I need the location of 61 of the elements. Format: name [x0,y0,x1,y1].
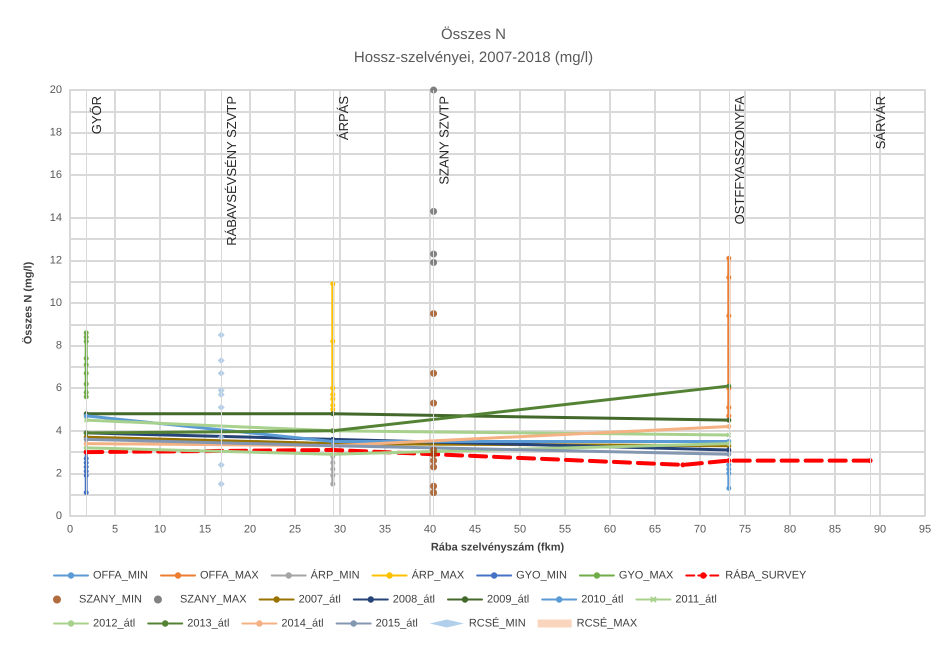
legend-label: 2009_átl [486,594,530,606]
legend-label: 2011_átl [675,594,717,606]
x-tick-label: 15 [198,524,212,536]
ref-line-label: GYŐR [89,96,104,134]
legend-label: OFFA_MIN [93,570,148,582]
y-tick-label: 12 [50,254,62,266]
x-tick-label: 60 [604,524,616,536]
x-tick-label: 70 [694,524,706,536]
x-tick-label: 90 [874,524,886,536]
legend-label: 2013_átl [187,618,230,630]
legend-label: GYO_MAX [618,570,674,582]
legend-label: 2008_átl [392,594,436,606]
x-tick-label: 65 [648,524,662,536]
legend-label: 2015_átl [376,618,418,630]
x-tick-label: 75 [738,524,752,536]
legend-label: 2012_átl [93,618,136,630]
y-tick-label: 14 [50,212,62,224]
legend-label: RCSÉ_MIN [468,616,526,630]
legend-label: 2010_átl [581,594,624,606]
ref-line-label: ÁRPÁS [336,96,351,140]
x-tick-label: 5 [112,524,118,536]
chart-title: Összes N [440,26,506,43]
x-tick-label: 80 [784,524,796,536]
legend-label: SZANY_MAX [180,594,248,606]
x-tick-label: 55 [558,524,572,536]
x-tick-label: 25 [288,524,302,536]
legend-label: 2014_átl [281,618,324,630]
x-tick-label: 45 [468,524,482,536]
x-tick-label: 35 [378,524,392,536]
y-tick-label: 0 [56,510,62,522]
x-tick-label: 30 [334,524,346,536]
x-axis-title: Rába szelvényszám (fkm) [430,542,564,554]
y-tick-label: 16 [50,169,62,182]
y-tick-label: 18 [50,126,62,139]
x-tick-label: 50 [514,524,526,536]
x-tick-label: 20 [244,524,256,536]
legend-label: RCSÉ_MAX [576,616,638,630]
legend-label: ÁRP_MIN [310,568,360,582]
y-axis-title: Összes N (mg/l) [22,261,34,344]
x-tick-label: 10 [154,524,166,536]
x-tick-label: 0 [66,524,74,536]
ref-line-label: SÁRVÁR [873,96,888,150]
chart-subtitle: Hossz-szelvényei, 2007-2018 (mg/l) [354,49,594,66]
x-tick-label: 85 [828,524,842,536]
x-tick-label: 95 [918,524,932,536]
x-tick-label: 40 [424,524,436,536]
legend-label: OFFA_MAX [200,570,260,582]
legend-label: 2007_átl [298,594,341,606]
y-tick-label: 8 [56,340,62,352]
y-tick-label: 4 [56,424,62,437]
legend-label: SZANY_MIN [79,594,142,606]
legend-label: ÁRP_MAX [412,568,465,582]
y-tick-label: 10 [50,297,62,309]
legend-label: GYO_MIN [516,570,567,582]
ref-line-label: OSTFFYASSZONYFA [732,96,747,224]
y-tick-label: 6 [56,382,62,394]
legend-label: RÁBA_SURVEY [725,568,808,582]
y-tick-label: 20 [50,84,62,96]
y-tick-label: 2 [56,467,62,480]
ref-line-label: RÁBAVSÉVSÉNY SZVTP [224,96,240,246]
ref-line-label: SZANY SZVTP [436,96,452,185]
